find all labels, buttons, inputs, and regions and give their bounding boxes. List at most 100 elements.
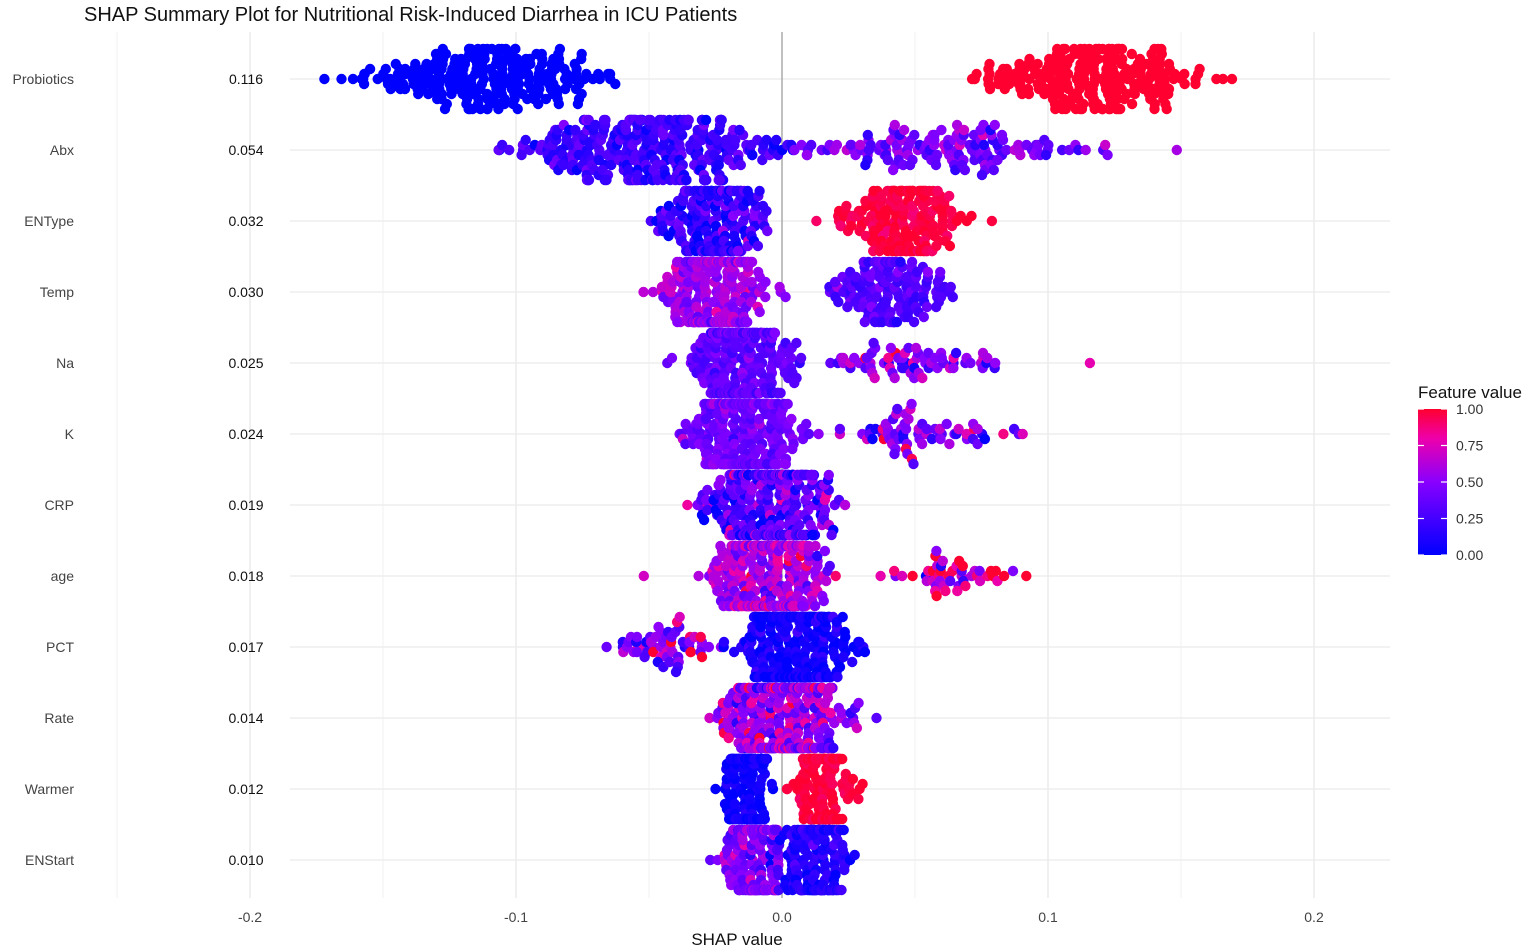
shap-point-rate: [704, 712, 715, 724]
shap-point-k: [782, 398, 793, 410]
shap-point-abx: [898, 124, 910, 136]
shap-point-pct: [648, 646, 659, 658]
shap-point-temp: [647, 286, 659, 298]
shap-point-probiotics: [410, 58, 421, 70]
shap-point-abx: [757, 154, 768, 166]
shap-point-crp: [799, 529, 810, 541]
shap-point-abx: [1013, 144, 1025, 156]
shap-point-abx: [747, 149, 758, 161]
shap-point-abx: [865, 139, 876, 151]
shap-point-probiotics: [536, 48, 547, 60]
shap-point-k: [906, 398, 917, 410]
shap-point-probiotics: [1226, 73, 1238, 85]
shap-point-age: [957, 560, 968, 572]
shap-point-k: [803, 428, 815, 440]
shap-point-rate: [825, 682, 836, 694]
shap-point-abx: [558, 159, 569, 171]
shap-point-pct: [685, 646, 697, 658]
shap-point-abx: [909, 129, 920, 141]
shap-point-abx: [570, 124, 581, 136]
shap-point-age: [715, 540, 726, 552]
shap-point-entype: [931, 240, 942, 252]
shap-point-probiotics: [1126, 48, 1138, 60]
shap-point-k: [780, 458, 791, 470]
shap-point-na: [791, 337, 802, 349]
shap-point-k: [979, 433, 991, 445]
shap-point-probiotics: [572, 98, 584, 110]
shap-point-age: [824, 560, 835, 572]
shap-point-abx: [1056, 144, 1068, 156]
shap-point-probiotics: [347, 73, 359, 85]
shap-point-abx: [855, 139, 866, 151]
shap-point-abx: [976, 169, 988, 181]
shap-point-probiotics: [576, 48, 587, 60]
shap-point-age: [818, 595, 829, 607]
shap-point-na: [917, 372, 928, 384]
shap-point-abx: [698, 174, 710, 186]
shap-point-pct: [847, 656, 858, 668]
shap-point-pct: [859, 646, 871, 658]
shap-point-pct: [674, 611, 685, 623]
shap-point-temp: [760, 276, 771, 288]
shap-point-entype: [846, 220, 857, 232]
shap-point-pct: [601, 641, 612, 653]
shap-point-k: [892, 403, 903, 415]
shap-point-abx: [771, 134, 782, 146]
shap-point-k: [926, 433, 938, 445]
shap-point-abx: [516, 149, 527, 161]
shap-point-na: [889, 372, 900, 384]
shap-point-k: [921, 423, 932, 435]
shap-point-age: [810, 540, 821, 552]
shap-point-temp: [753, 266, 764, 278]
shap-point-abx: [681, 174, 692, 186]
shap-point-entype: [944, 240, 956, 252]
shap-point-abx: [1043, 139, 1054, 151]
shap-point-entype: [966, 210, 977, 222]
shap-point-temp: [672, 316, 683, 328]
shap-point-rate: [871, 712, 882, 724]
shap-point-probiotics: [380, 63, 391, 75]
shap-point-probiotics: [554, 43, 566, 55]
shap-point-age: [812, 550, 823, 562]
shap-point-age: [907, 570, 918, 582]
shap-point-temp: [638, 286, 649, 298]
shap-point-entype: [811, 215, 822, 227]
shap-point-probiotics: [1149, 103, 1160, 115]
shap-point-na: [903, 342, 914, 354]
shap-point-temp: [746, 256, 758, 268]
shap-point-pct: [832, 671, 843, 683]
shap-point-abx: [860, 159, 871, 171]
shap-point-abx: [583, 174, 595, 186]
shap-point-probiotics: [1190, 78, 1201, 90]
shap-point-abx: [601, 174, 612, 186]
shap-point-na: [950, 347, 962, 359]
shap-point-temp: [850, 271, 862, 283]
shap-point-probiotics: [1163, 58, 1175, 70]
shap-point-abx: [734, 124, 745, 136]
shap-point-abx: [904, 159, 916, 171]
shap-point-na: [910, 342, 922, 354]
shap-point-k: [834, 423, 846, 435]
shap-point-k: [867, 433, 878, 445]
shap-point-pct: [854, 636, 865, 648]
shap-point-enstart: [838, 824, 849, 836]
shap-point-abx: [936, 124, 947, 136]
shap-point-probiotics: [1156, 43, 1167, 55]
shap-point-pct: [631, 631, 643, 643]
shap-point-probiotics: [1163, 88, 1174, 100]
shap-point-age: [998, 570, 1010, 582]
shap-point-na: [789, 377, 800, 389]
shap-point-k: [908, 458, 919, 470]
shap-point-k: [972, 438, 983, 450]
shap-point-age: [1007, 565, 1019, 577]
shap-point-warmer: [710, 783, 721, 795]
shap-point-temp: [945, 281, 956, 293]
shap-point-age: [819, 545, 831, 557]
shap-point-na: [885, 342, 897, 354]
shap-point-na: [666, 352, 678, 364]
shap-point-rate: [836, 707, 847, 719]
shap-point-temp: [859, 316, 870, 328]
shap-point-age: [974, 565, 985, 577]
shap-point-pct: [664, 656, 675, 668]
shap-point-abx: [600, 114, 611, 126]
